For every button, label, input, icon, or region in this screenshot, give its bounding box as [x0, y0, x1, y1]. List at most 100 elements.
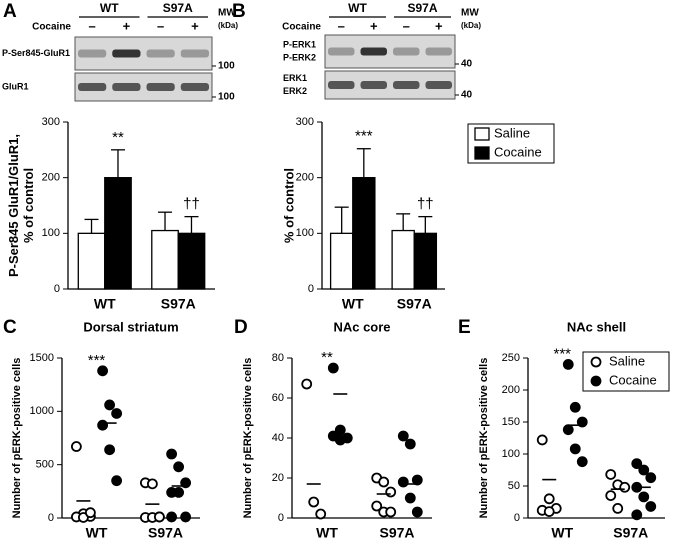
data-point: [173, 486, 185, 498]
data-point: [385, 486, 397, 498]
data-point: [173, 461, 185, 473]
y-axis-label: % of control: [21, 168, 36, 243]
panel-letter: C: [3, 317, 17, 338]
chart-title: Dorsal striatum: [83, 319, 178, 334]
mw-label: MW: [461, 8, 479, 19]
data-point: [638, 464, 650, 476]
y-tick-label: 500: [36, 459, 54, 471]
panel-letter: D: [234, 317, 248, 338]
data-point: [180, 477, 192, 489]
treatment-sign: –: [338, 18, 345, 33]
mw-value: 40: [461, 59, 473, 70]
bar: [413, 232, 438, 290]
y-axis-label: Number of pERK-positive cells: [478, 358, 490, 519]
y-axis-label: % of control: [281, 168, 296, 243]
y-tick-label: 0: [278, 512, 284, 524]
data-point: [562, 424, 574, 436]
bar: [177, 232, 206, 290]
blot-band: [393, 47, 420, 56]
bar: [151, 229, 179, 290]
data-point: [104, 444, 116, 456]
bar: [391, 229, 415, 290]
data-point: [180, 511, 192, 523]
data-point: [104, 399, 116, 411]
mw-label: (kDa): [218, 21, 238, 30]
treatment-sign: +: [435, 18, 443, 33]
y-axis-label: P-Ser845 GluR1/GluR1,: [6, 134, 21, 277]
y-tick-label: 0: [54, 283, 60, 295]
treatment-sign: +: [370, 18, 378, 33]
x-tick-label: S97A: [379, 525, 414, 541]
data-point: [378, 476, 390, 488]
y-tick-label: 200: [42, 172, 60, 184]
y-tick-label: 1000: [30, 405, 54, 417]
blot-band: [425, 47, 452, 56]
data-point: [605, 469, 617, 480]
data-point: [543, 493, 555, 505]
x-tick-label: S97A: [161, 296, 196, 312]
mw-value: 40: [461, 90, 473, 101]
treatment-label: Cocaine: [32, 22, 71, 33]
data-point: [334, 434, 346, 446]
legend-label: Saline: [494, 125, 530, 140]
y-tick-label: 100: [296, 227, 314, 239]
treatment-sign: –: [403, 18, 410, 33]
y-tick-label: 100: [502, 448, 520, 460]
data-point: [97, 365, 109, 377]
x-tick-label: WT: [86, 525, 108, 541]
data-point: [397, 430, 409, 442]
y-tick-label: 200: [296, 172, 314, 184]
blot-band: [112, 49, 141, 58]
y-tick-label: 150: [502, 416, 520, 428]
chart-title: NAc core: [333, 319, 390, 334]
y-tick-label: 20: [272, 472, 284, 484]
mw-label: (kDa): [461, 21, 481, 30]
data-point: [536, 434, 548, 446]
blot-band: [360, 47, 387, 56]
treatment-sign: +: [123, 18, 131, 33]
y-tick-label: 0: [48, 512, 54, 524]
data-point: [612, 502, 624, 514]
y-tick-label: 0: [308, 283, 314, 295]
treatment-label: Cocaine: [282, 22, 321, 33]
legend-marker: [590, 375, 602, 387]
mw-label: MW: [218, 8, 236, 19]
y-axis-label: Number of pERK-positive cells: [11, 358, 23, 519]
x-tick-label: S97A: [397, 296, 432, 312]
blot-band: [78, 83, 107, 91]
y-tick-label: 50: [508, 480, 520, 492]
data-point: [334, 424, 346, 436]
data-point: [631, 509, 643, 521]
blot-band: [360, 81, 387, 89]
legend-marker: [590, 356, 602, 368]
blot-band: [180, 49, 209, 58]
data-point: [605, 490, 617, 502]
panel-letter: A: [3, 1, 17, 22]
treatment-sign: +: [191, 18, 199, 33]
row-label: P-ERK2: [283, 52, 316, 62]
bar: [77, 232, 106, 290]
treatment-sign: –: [157, 18, 164, 33]
blot-band: [78, 49, 107, 58]
data-point: [619, 481, 631, 493]
data-point: [327, 362, 339, 374]
data-point: [569, 401, 581, 413]
legend-label: Cocaine: [609, 372, 657, 387]
chart-title: NAc shell: [567, 319, 626, 334]
treatment-sign: –: [89, 18, 96, 33]
bar: [329, 232, 354, 290]
y-tick-label: 100: [42, 227, 60, 239]
y-tick-label: 1500: [30, 352, 54, 364]
blot-band: [146, 83, 175, 91]
y-tick-label: 80: [272, 352, 284, 364]
row-label: ERK1: [283, 73, 307, 83]
x-tick-label: S97A: [613, 525, 648, 541]
significance-label: **: [321, 349, 333, 366]
y-tick-label: 250: [502, 352, 520, 364]
blot-band: [146, 49, 175, 58]
mw-value: 100: [218, 61, 235, 72]
data-point: [111, 475, 123, 487]
data-point: [166, 511, 178, 523]
significance-label: ††: [417, 196, 434, 213]
